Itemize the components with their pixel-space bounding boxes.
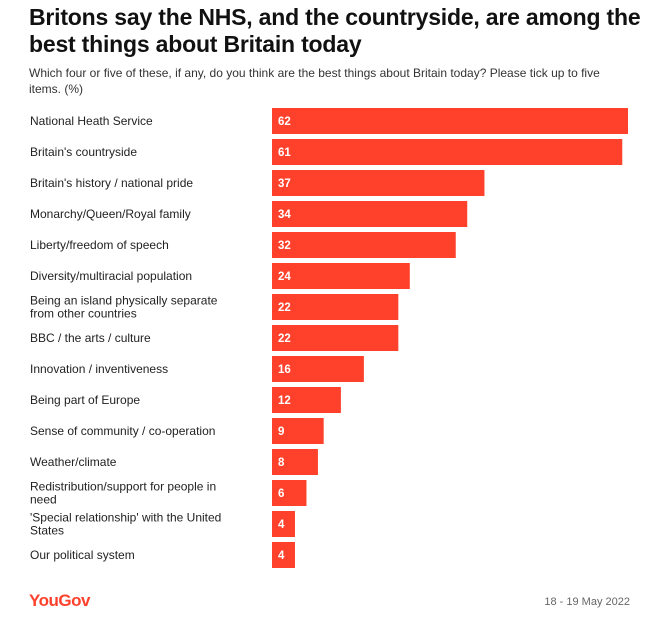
- bar-value-label: 34: [278, 209, 291, 221]
- category-label: Being part of Europe: [30, 393, 140, 407]
- category-label: Sense of community / co-operation: [30, 424, 215, 438]
- bar: [272, 170, 485, 196]
- chart-subtitle: Which four or five of these, if any, do …: [29, 66, 600, 96]
- category-label: 'Special relationship' with the United St…: [30, 511, 221, 538]
- bar: [272, 325, 399, 351]
- bar-value-label: 24: [278, 271, 291, 283]
- bar-value-label: 32: [278, 240, 291, 252]
- category-label: Redistribution/support for people in need: [30, 480, 216, 507]
- category-label: Weather/climate: [30, 455, 117, 469]
- bar-value-label: 22: [278, 333, 291, 345]
- bar: [272, 294, 399, 320]
- chart-title: Britons say the NHS, and the countryside…: [29, 4, 641, 57]
- category-label: BBC / the arts / culture: [30, 331, 151, 345]
- category-label: Monarchy/Queen/Royal family: [30, 207, 191, 221]
- category-label: Being an island physically separate from …: [30, 294, 218, 321]
- yougov-logo: YouGov: [29, 591, 90, 610]
- bar: [272, 108, 628, 134]
- bar-value-label: 9: [278, 426, 284, 438]
- bar-value-label: 22: [278, 302, 291, 314]
- bar: [272, 480, 307, 506]
- category-label: Britain's history / national pride: [30, 176, 193, 190]
- bar-value-label: 8: [278, 457, 285, 469]
- category-label: Britain's countryside: [30, 145, 137, 159]
- bar-value-label: 6: [278, 488, 284, 500]
- bar-value-label: 4: [278, 550, 285, 562]
- bar: [272, 511, 295, 537]
- bar-value-label: 4: [278, 519, 285, 531]
- category-label: Innovation / inventiveness: [30, 362, 168, 376]
- bar: [272, 356, 364, 382]
- category-label: Liberty/freedom of speech: [30, 238, 169, 252]
- bar-value-label: 62: [278, 116, 291, 128]
- bar: [272, 418, 324, 444]
- category-label: National Heath Service: [30, 114, 153, 128]
- bar: [272, 263, 410, 289]
- bar: [272, 387, 341, 413]
- bar-value-label: 61: [278, 147, 291, 159]
- bar-value-label: 16: [278, 364, 291, 376]
- bar-value-label: 37: [278, 178, 291, 190]
- category-label: Our political system: [30, 548, 135, 562]
- bar-value-label: 12: [278, 395, 291, 407]
- bar: [272, 449, 318, 475]
- bar: [272, 139, 623, 165]
- bar: [272, 232, 456, 258]
- category-label: Diversity/multiracial population: [30, 269, 192, 283]
- bar: [272, 201, 468, 227]
- survey-date: 18 - 19 May 2022: [544, 596, 630, 608]
- bar: [272, 542, 295, 568]
